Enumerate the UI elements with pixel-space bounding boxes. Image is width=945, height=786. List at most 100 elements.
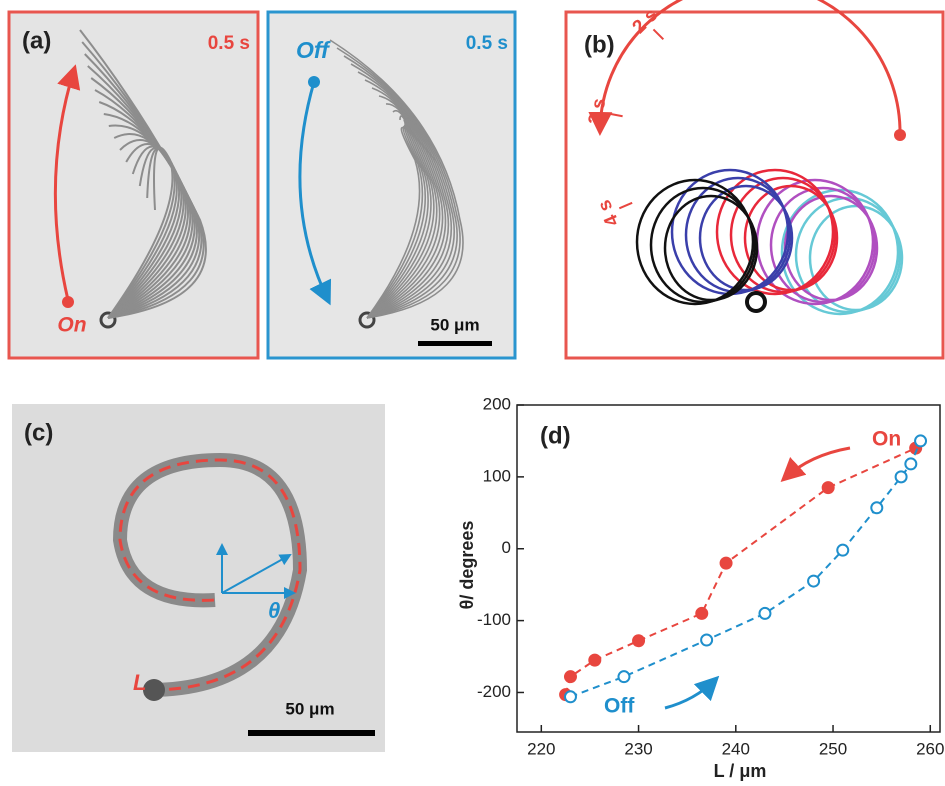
filament — [366, 115, 435, 319]
arrow — [664, 675, 720, 710]
panel-label: (a) — [22, 27, 51, 54]
y-tick-label: -200 — [477, 682, 511, 701]
clock-tick — [608, 112, 623, 118]
filament — [343, 55, 458, 319]
panel-a: (a) 0.5 s On 0.5 s Off 50 μm — [7, 10, 517, 360]
filament — [107, 146, 174, 319]
filament — [107, 146, 178, 319]
data-point — [700, 633, 714, 647]
time-label: 0.5 s — [208, 33, 250, 54]
data-point — [695, 606, 709, 620]
data-point — [821, 481, 835, 495]
data-point — [588, 653, 602, 667]
trajectory — [743, 184, 839, 292]
angle-label: θ — [268, 598, 280, 623]
data-point — [894, 470, 908, 484]
x-tick-label: 250 — [819, 739, 847, 758]
data-point — [617, 670, 631, 684]
data-point — [563, 670, 577, 684]
panel-c: (c) θ L 50 μm — [12, 404, 385, 752]
trajectory — [729, 176, 837, 294]
clock-tick — [652, 28, 665, 41]
filament — [366, 125, 429, 319]
data-point — [719, 556, 733, 570]
clock-tick — [618, 201, 633, 210]
data-point — [870, 501, 884, 515]
dot — [62, 296, 74, 308]
x-tick-label: 240 — [722, 739, 750, 758]
filament — [107, 145, 181, 319]
arrow — [53, 64, 81, 301]
axis-arrow — [221, 554, 292, 594]
x-tick-label: 220 — [527, 739, 555, 758]
scale-label: 50 μm — [285, 699, 334, 718]
trajectory — [794, 196, 902, 314]
trajectory — [715, 168, 835, 296]
filament — [366, 87, 447, 319]
dot — [894, 129, 906, 141]
data-point — [563, 690, 577, 704]
filament — [107, 143, 183, 319]
scale-label: 50 μm — [430, 315, 479, 334]
trajectory — [635, 178, 755, 306]
scale-bar — [418, 341, 492, 346]
data-point — [758, 606, 772, 620]
y-axis-title: θ/ degrees — [457, 521, 477, 610]
filament — [366, 103, 441, 319]
panel-d: (d) L / μm θ/ degrees On Off 200 100 0 -100… — [457, 394, 945, 780]
bead — [745, 291, 767, 313]
fit-line — [564, 447, 917, 695]
filament — [364, 79, 450, 319]
state-label: On — [57, 314, 86, 337]
series-label: On — [872, 428, 901, 451]
state-label: Off — [296, 37, 331, 63]
arrow — [298, 81, 332, 306]
panel-b: (b) 4 s3 s2 s1 s0 s — [564, 0, 945, 360]
bead — [358, 311, 376, 329]
y-tick-label: -100 — [477, 610, 511, 629]
arrow — [780, 446, 851, 483]
plot-frame — [516, 404, 941, 733]
trajectory — [769, 186, 877, 304]
panel-label: (b) — [584, 31, 615, 58]
y-tick-label: 100 — [483, 466, 511, 485]
data-point — [904, 457, 918, 471]
x-axis-title: L / μm — [714, 761, 767, 781]
filament-trace — [118, 458, 302, 692]
filament — [366, 124, 427, 319]
dot — [308, 76, 320, 88]
trajectory — [698, 184, 794, 292]
x-tick-label: 230 — [624, 739, 652, 758]
data-point — [914, 434, 928, 448]
fit-line — [570, 440, 922, 698]
panel-label: (d) — [540, 422, 571, 449]
filament — [350, 63, 455, 319]
y-tick-label: 200 — [483, 394, 511, 413]
clock-label: 3 s — [585, 97, 611, 127]
y-tick-label: 0 — [502, 538, 511, 557]
filament — [107, 147, 176, 319]
length-label: L — [133, 670, 146, 695]
bead — [99, 311, 117, 329]
filament — [366, 95, 444, 319]
filament — [366, 122, 429, 319]
clock-arc — [588, 0, 902, 136]
filament — [366, 126, 436, 319]
panel-frame — [564, 10, 945, 360]
data-point — [807, 574, 821, 588]
bead — [143, 679, 165, 701]
scale-bar — [248, 730, 375, 736]
x-tick-label: 260 — [916, 739, 944, 758]
panel-label: (c) — [24, 419, 53, 446]
time-label: 0.5 s — [466, 33, 508, 54]
data-point — [836, 543, 850, 557]
filament — [336, 47, 461, 319]
trajectory — [808, 204, 904, 312]
data-point — [632, 634, 646, 648]
filament — [366, 119, 432, 319]
trajectory — [684, 176, 792, 294]
series-label: Off — [604, 695, 635, 718]
filament — [329, 39, 464, 319]
trajectory — [663, 194, 759, 302]
